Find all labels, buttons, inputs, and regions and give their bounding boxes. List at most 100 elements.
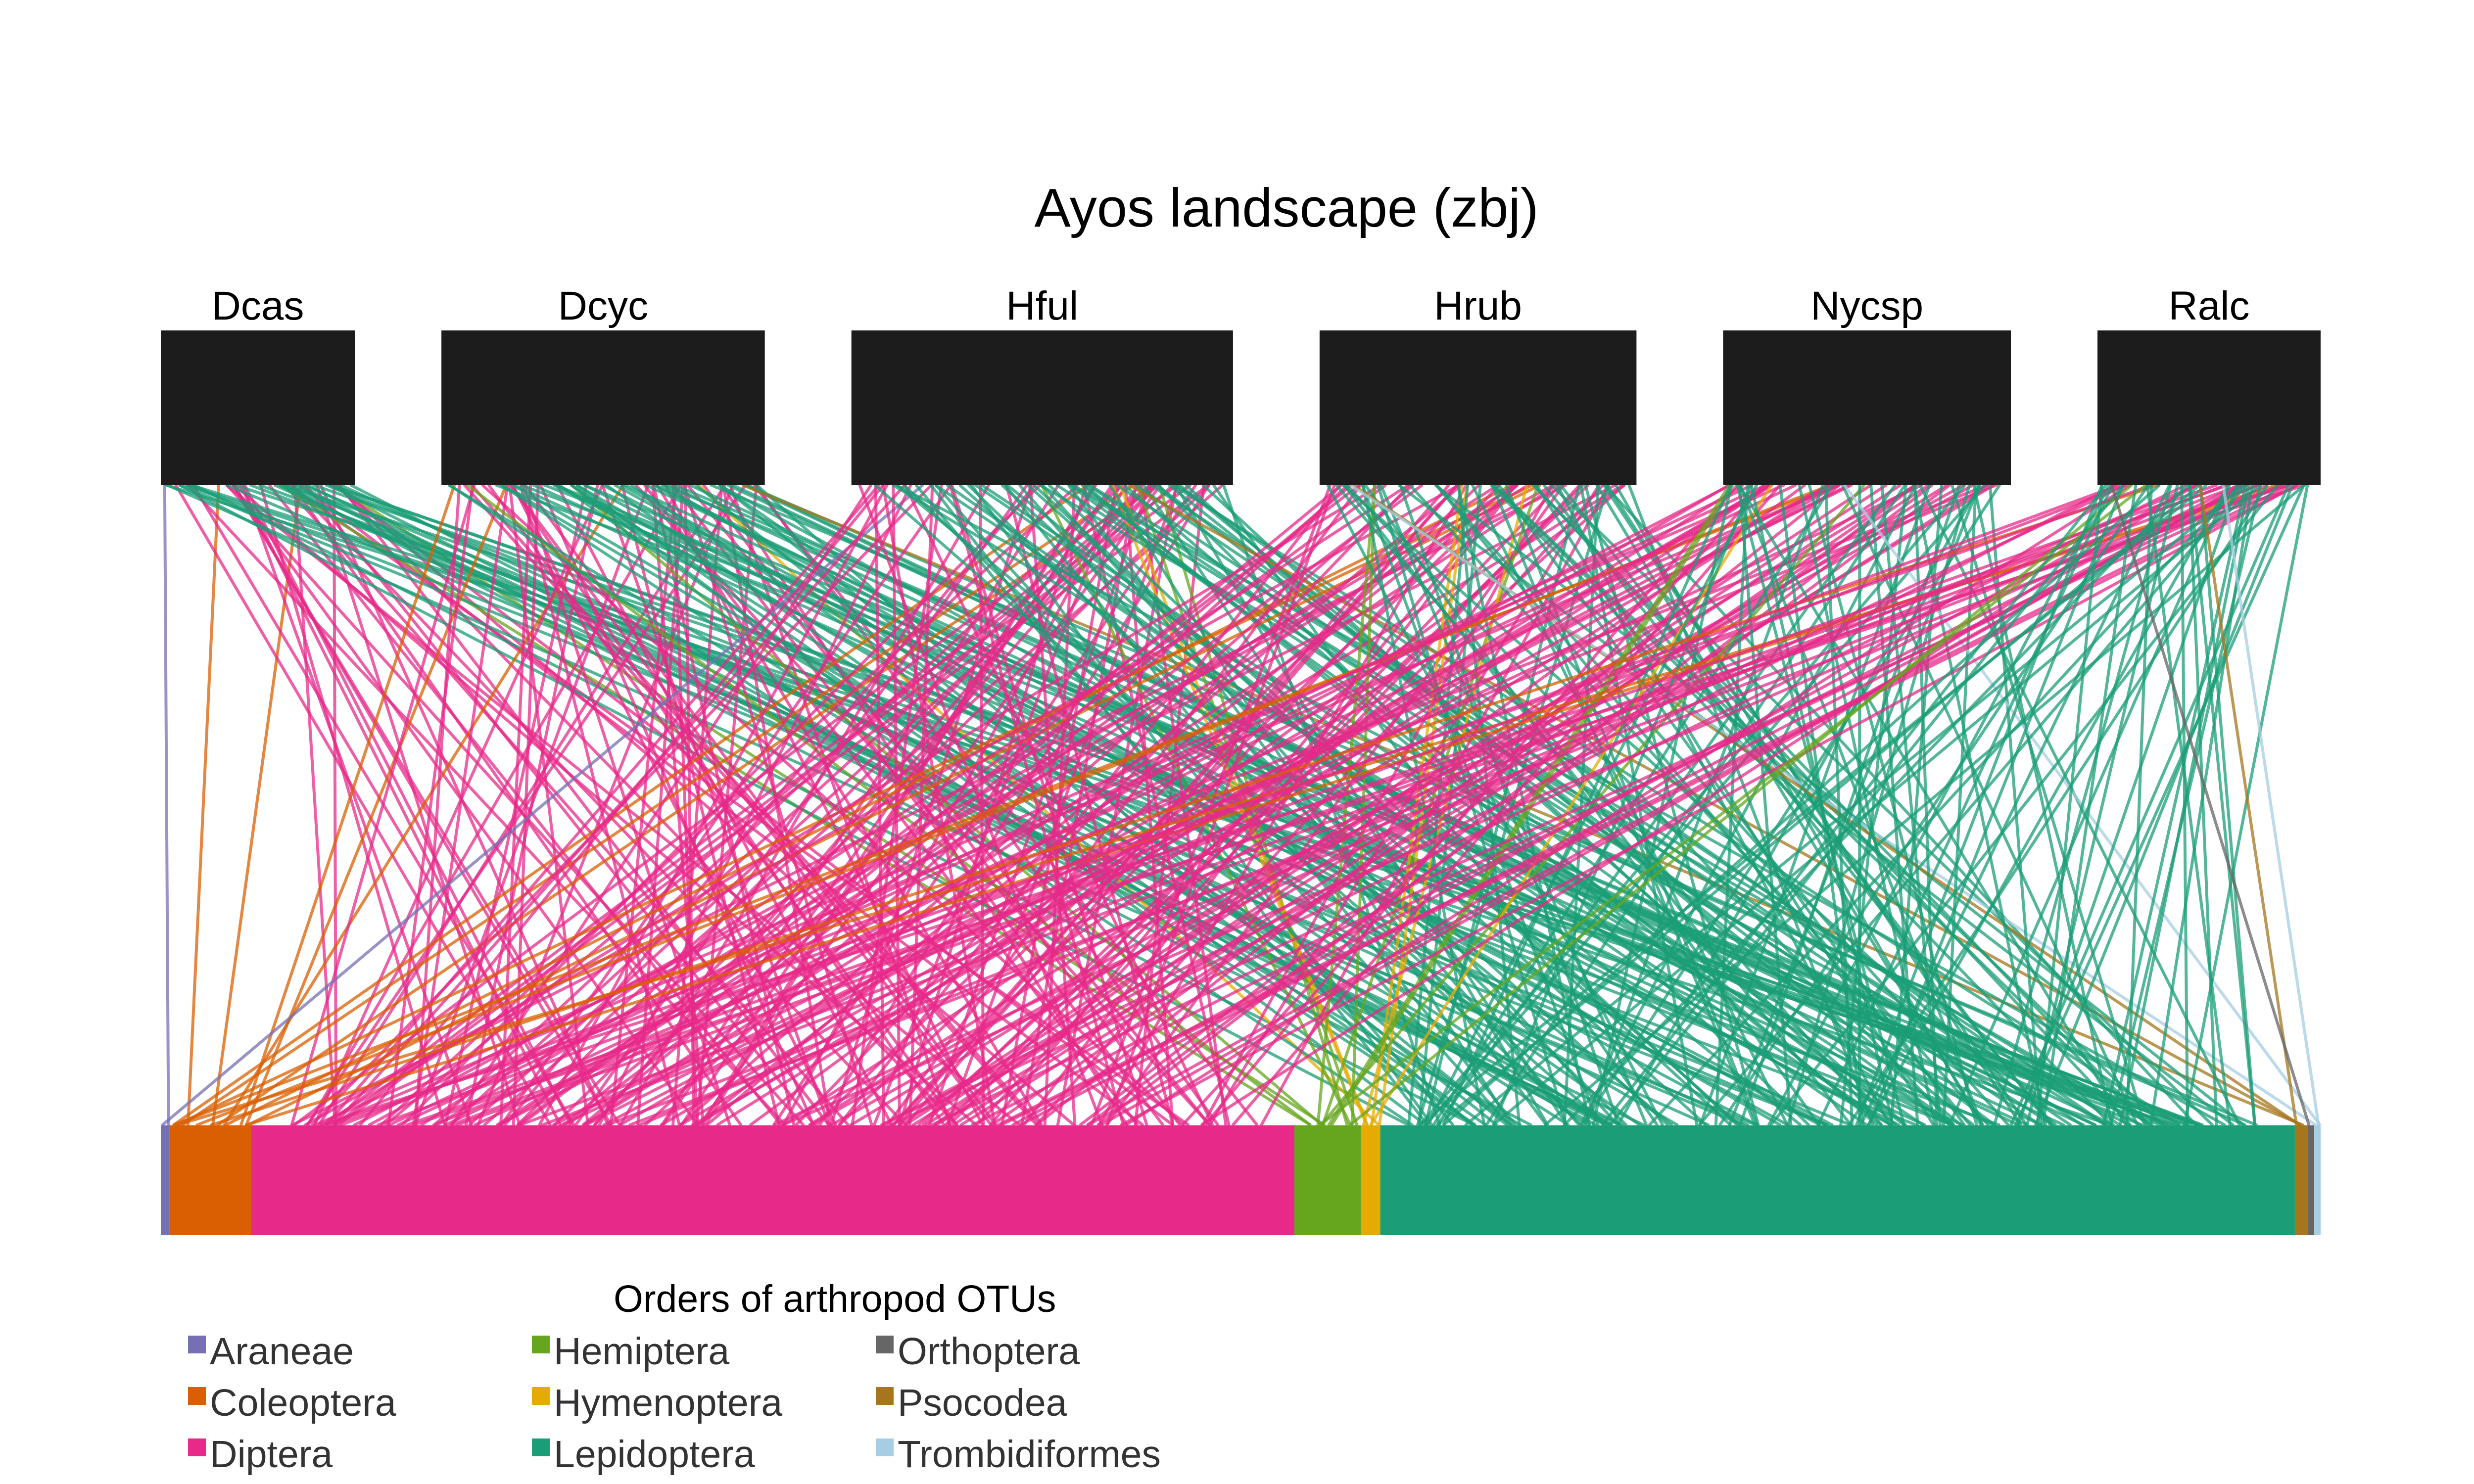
link-hful-lepidoptera [1222, 484, 1441, 1126]
link-ralc-coleoptera [210, 483, 2160, 1127]
link-dcyc-lepidoptera [575, 483, 1679, 1127]
link-hrub-lepidoptera [1457, 484, 1591, 1126]
link-hrub-diptera [891, 483, 1501, 1127]
link-ralc-lepidoptera [2036, 484, 2104, 1126]
link-hful-lepidoptera [1018, 484, 1581, 1126]
link-nycsp-diptera [552, 483, 1853, 1127]
chart-title: Ayos landscape (zbj) [1034, 178, 1538, 238]
link-ralc-lepidoptera [1993, 484, 2173, 1126]
link-ralc-lepidoptera [1543, 483, 2306, 1127]
order-segment-hymenoptera [1361, 1125, 1380, 1235]
link-ralc-diptera [606, 483, 2261, 1127]
link-dcyc-diptera [313, 484, 604, 1126]
link-hrub-diptera [838, 484, 1342, 1126]
link-nycsp-lepidoptera [1738, 484, 1793, 1126]
link-nycsp-diptera [781, 483, 1772, 1127]
link-hful-diptera [450, 484, 873, 1126]
link-nycsp-lepidoptera [1424, 484, 1986, 1126]
link-dcyc-diptera [414, 484, 461, 1126]
link-dcas-coleoptera [186, 484, 220, 1126]
link-nycsp-diptera [339, 483, 1990, 1127]
link-hrub-diptera [1201, 484, 1554, 1126]
link-hrub-diptera [1022, 484, 1518, 1126]
link-ralc-lepidoptera [2125, 484, 2153, 1126]
legend-swatch-coleoptera [188, 1387, 206, 1405]
link-dcyc-diptera [464, 484, 599, 1126]
link-ralc-diptera [320, 483, 2306, 1127]
host-node-hful [851, 330, 1233, 485]
legend-swatch-orthoptera [876, 1336, 894, 1353]
link-dcyc-lepidoptera [575, 483, 1487, 1127]
link-hrub-diptera [814, 483, 1480, 1127]
link-dcas-diptera [333, 484, 338, 1126]
legend-swatch-trombidiformes [876, 1438, 894, 1456]
link-ralc-lepidoptera [1419, 483, 2208, 1127]
link-ralc-lepidoptera [1698, 484, 2247, 1126]
link-ralc-psocodea [2198, 484, 2298, 1126]
link-dcyc-diptera [306, 484, 747, 1126]
order-segment-coleoptera [169, 1125, 251, 1235]
link-hrub-diptera [516, 483, 1361, 1127]
link-dcas-diptera [315, 484, 522, 1126]
link-nycsp-diptera [679, 483, 1771, 1127]
link-ralc-diptera [781, 483, 2258, 1127]
link-nycsp-diptera [660, 483, 1770, 1127]
link-ralc-lepidoptera [1436, 483, 2201, 1127]
link-ralc-orthoptera [2110, 484, 2311, 1126]
link-hrub-lepidoptera [1627, 484, 1875, 1126]
host-node-ralc [2097, 330, 2321, 485]
link-ralc-lepidoptera [1855, 484, 2103, 1126]
link-ralc-lepidoptera [2188, 484, 2218, 1126]
legend-label-diptera: Diptera [210, 1433, 333, 1476]
legend-swatch-hymenoptera [532, 1387, 550, 1405]
link-nycsp-lepidoptera [1419, 484, 1966, 1126]
link-nycsp-lepidoptera [1839, 484, 1908, 1126]
legend: Orders of arthropod OTUs Araneae Coleopte… [188, 1278, 1161, 1476]
order-segment-psocodea [2294, 1125, 2308, 1235]
host-label-dcyc: Dcyc [558, 283, 648, 328]
link-dcyc-coleoptera [239, 484, 456, 1126]
link-ralc-lepidoptera [1563, 483, 2189, 1127]
link-dcas-lepidoptera [325, 483, 1954, 1127]
link-nycsp-lepidoptera [1738, 484, 1984, 1126]
host-nodes: Dcas Dcyc Hful Hrub Nycsp Ralc [161, 283, 2321, 485]
link-ralc-lepidoptera [2183, 484, 2309, 1126]
link-dcyc-diptera [601, 484, 831, 1126]
link-nycsp-diptera [313, 483, 1785, 1127]
link-nycsp-hemiptera [1327, 484, 1731, 1126]
link-ralc-hemiptera [1319, 483, 2147, 1127]
link-ralc-diptera [880, 483, 2118, 1127]
link-ralc-lepidoptera [1866, 484, 2230, 1126]
link-hrub-hemiptera [1350, 484, 1377, 1126]
link-hful-coleoptera [181, 483, 1135, 1127]
link-ralc-diptera [1124, 483, 2132, 1127]
order-segment-hemiptera [1294, 1125, 1361, 1235]
link-ralc-lepidoptera [2102, 484, 2247, 1126]
link-hrub-trombidiformes [1349, 483, 2317, 1127]
legend-swatch-lepidoptera [532, 1438, 550, 1456]
link-ralc-lepidoptera [1767, 484, 2111, 1126]
link-dcyc-diptera [306, 484, 682, 1126]
link-hrub-diptera [368, 483, 1555, 1127]
link-ralc-lepidoptera [2145, 484, 2232, 1126]
legend-swatch-hemiptera [532, 1336, 550, 1353]
link-nycsp-lepidoptera [1591, 484, 1733, 1126]
link-ralc-diptera [1120, 483, 2298, 1127]
link-ralc-lepidoptera [2014, 484, 2306, 1126]
link-ralc-diptera [540, 483, 2242, 1127]
legend-title: Orders of arthropod OTUs [614, 1278, 1056, 1320]
link-dcas-araneae [163, 484, 170, 1126]
link-dcas-diptera [241, 484, 473, 1126]
host-label-hful: Hful [1006, 283, 1078, 328]
link-nycsp-diptera [904, 483, 1888, 1127]
link-ralc-lepidoptera [1859, 484, 2171, 1126]
host-node-nycsp [1723, 330, 2011, 485]
link-ralc-diptera [773, 483, 2127, 1127]
link-dcas-diptera [231, 484, 621, 1126]
link-ralc-lepidoptera [2025, 484, 2179, 1126]
legend-label-psocodea: Psocodea [898, 1382, 1067, 1424]
host-node-hrub [1319, 330, 1637, 485]
link-ralc-diptera [455, 483, 2229, 1127]
link-hrub-lepidoptera [1559, 484, 2052, 1126]
link-hful-lepidoptera [946, 483, 1868, 1127]
